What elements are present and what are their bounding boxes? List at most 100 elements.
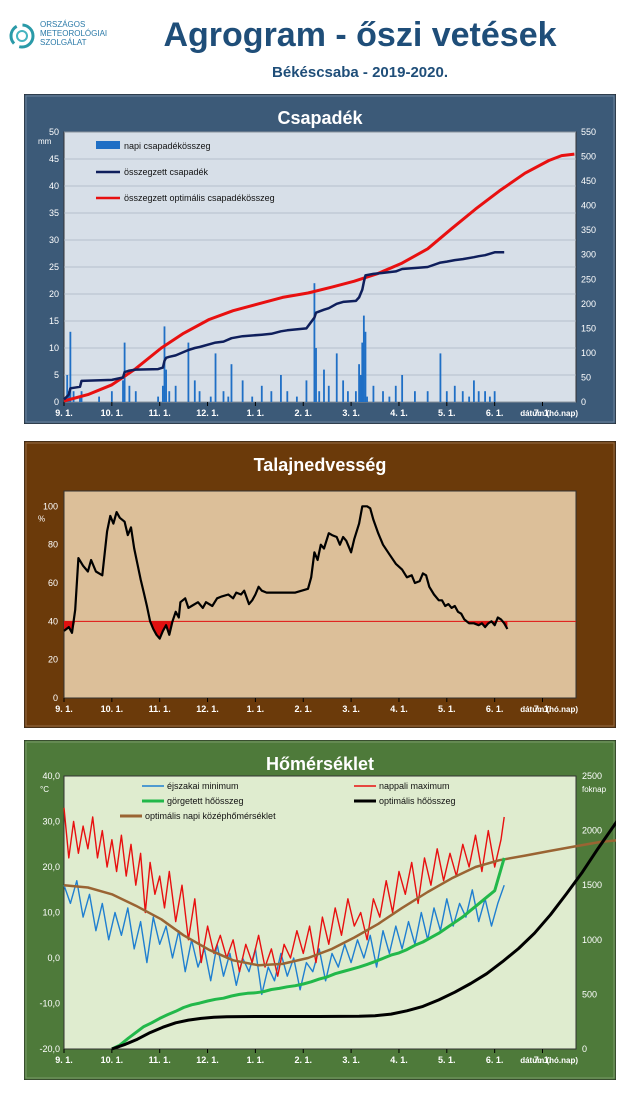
panel-border xyxy=(25,442,615,727)
y-tick-label-right: 200 xyxy=(581,299,596,309)
precip-bar xyxy=(174,385,177,402)
temperature-chart: Hőmérséklet -20,0 -10,0 0,0 10,0 20,0 30,0 40,0… xyxy=(23,739,624,1081)
precip-bar xyxy=(354,391,357,402)
precip-bar xyxy=(313,283,316,402)
precip-bar xyxy=(128,385,131,402)
precip-bar xyxy=(67,391,70,402)
y-tick-label-left: 40 xyxy=(49,181,59,191)
panel-border xyxy=(25,741,615,1079)
y-tick-label-left: 30 xyxy=(49,235,59,245)
precip-bar xyxy=(66,375,69,402)
y-tick-label-right: 1500 xyxy=(582,880,602,890)
y-tick-label-right: 1000 xyxy=(582,935,602,945)
precip-bar xyxy=(453,385,456,402)
x-tick-label: 7. 1. xyxy=(534,1055,552,1065)
y-tick-label-left: 0 xyxy=(54,397,59,407)
chart-title: Talajnedvesség xyxy=(254,455,387,475)
x-tick-label: 11. 1. xyxy=(149,1055,171,1065)
y-tick-label-left: 35 xyxy=(49,208,59,218)
y-axis-label-left: °C xyxy=(40,785,49,794)
precip-bar xyxy=(445,391,448,402)
y-tick-label-left: 50 xyxy=(49,127,59,137)
x-tick-label: 1. 1. xyxy=(247,408,265,418)
precip-bar xyxy=(488,396,491,402)
legend-label: görgetett hőösszeg xyxy=(167,796,244,806)
precip-bar xyxy=(327,385,330,402)
precip-bar xyxy=(251,396,254,402)
y-tick-label-right: 100 xyxy=(581,348,596,358)
x-tick-label: 9. 1. xyxy=(55,704,73,714)
y-tick-label-right: 300 xyxy=(581,250,596,260)
y-tick-label: 60 xyxy=(48,578,58,588)
precip-bar xyxy=(493,391,496,402)
precip-bar xyxy=(280,375,282,402)
legend-label: összegzett optimális csapadékösszeg xyxy=(124,193,275,203)
precip-bar xyxy=(69,331,72,402)
precip-bar xyxy=(187,342,190,402)
rolling-heat-sum-line xyxy=(111,857,506,1051)
y-tick-label-right: 50 xyxy=(581,372,591,382)
precip-bar xyxy=(388,396,391,402)
x-tick-label: 7. 1. xyxy=(534,704,552,714)
y-tick-label-left: 30,0 xyxy=(42,817,60,827)
x-tick-label: 11. 1. xyxy=(149,408,171,418)
x-tick-label: 9. 1. xyxy=(55,408,73,418)
precip-bar xyxy=(394,385,397,402)
y-tick-label-left: 0,0 xyxy=(47,953,60,963)
precip-bar xyxy=(122,380,124,402)
soil-moisture-panel: Talajnedvesség 0 20 40 60 80 100% 9. 1. 10. 1. 11… xyxy=(23,440,617,729)
x-axis-label: dátum (hó.nap) xyxy=(520,409,578,418)
x-tick-label: 5. 1. xyxy=(438,1055,456,1065)
y-tick-label-left: 10 xyxy=(49,343,59,353)
omsz-logo-icon xyxy=(9,23,35,49)
precip-bar xyxy=(72,391,75,402)
precip-bar xyxy=(347,391,349,402)
precipitation-panel: Csapadék 0 5 10 15 20 25 30 35 40 45 50 0 50 100 150 200… xyxy=(23,93,617,425)
precip-bar xyxy=(484,391,486,402)
y-tick-label-left: -10,0 xyxy=(39,999,60,1009)
x-tick-label: 3. 1. xyxy=(342,704,360,714)
precip-bar xyxy=(270,391,273,402)
precip-bar xyxy=(230,364,233,402)
y-tick-label: 80 xyxy=(48,540,58,550)
optimal-mean-temp-line xyxy=(63,838,623,967)
page-title: Agrogram - őszi vetések xyxy=(163,16,557,54)
y-tick-label-right: 0 xyxy=(581,397,586,407)
precip-bar xyxy=(468,396,471,402)
page-subtitle: Békéscsaba - 2019-2020. xyxy=(272,64,448,81)
x-tick-label: 10. 1. xyxy=(101,1055,124,1065)
y-axis-label-left: mm xyxy=(38,137,52,146)
precip-bar xyxy=(315,348,317,402)
y-tick-label-left: 20,0 xyxy=(42,862,60,872)
y-tick-label-right: 550 xyxy=(581,127,596,137)
precip-bar xyxy=(414,391,416,402)
precip-bar xyxy=(323,369,325,402)
y-tick-label-left: 45 xyxy=(49,154,59,164)
chart-title: Hőmérséklet xyxy=(266,754,374,774)
y-tick-label-left: 25 xyxy=(49,262,59,272)
precip-bar xyxy=(439,353,442,402)
precip-bar xyxy=(361,342,364,402)
soil-moisture-chart: Talajnedvesség 0 20 40 60 80 100% 9. 1. 10. 1. 11… xyxy=(23,440,617,729)
precip-bar xyxy=(79,396,81,402)
precip-bar xyxy=(98,396,100,402)
precip-bar xyxy=(318,391,321,402)
y-tick-label-right: 350 xyxy=(581,225,596,235)
precip-bar xyxy=(198,391,201,402)
precip-bar xyxy=(209,396,212,402)
precip-bar xyxy=(358,364,360,402)
precip-bar xyxy=(382,391,384,402)
y-tick-label-left: 40,0 xyxy=(42,771,60,781)
x-tick-label: 11. 1. xyxy=(149,704,171,714)
day-maximum-line xyxy=(63,807,505,977)
precip-bar xyxy=(165,369,167,402)
precip-bar xyxy=(335,353,338,402)
y-axis-label-right: foknap xyxy=(582,785,607,794)
precip-bar xyxy=(227,396,230,402)
x-tick-label: 2. 1. xyxy=(294,704,312,714)
precip-bar xyxy=(157,396,160,402)
x-tick-label: 2. 1. xyxy=(294,408,312,418)
y-tick-label-right: 450 xyxy=(581,176,596,186)
plot-area xyxy=(63,490,577,699)
y-tick-label-right: 400 xyxy=(581,201,596,211)
